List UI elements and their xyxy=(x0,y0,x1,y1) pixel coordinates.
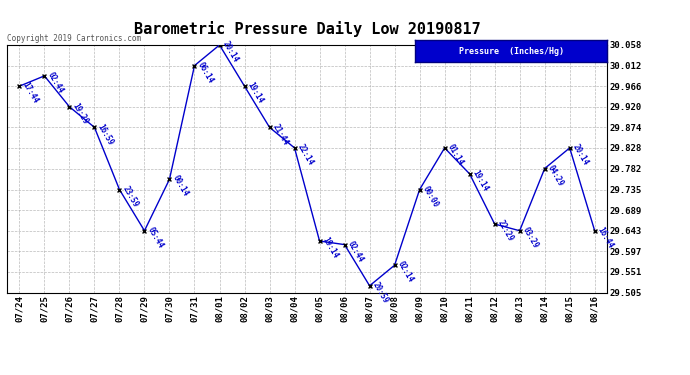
Text: 00:00: 00:00 xyxy=(421,184,440,209)
Text: 02:44: 02:44 xyxy=(46,70,65,95)
Point xyxy=(14,83,25,89)
Text: 23:59: 23:59 xyxy=(121,184,140,209)
Text: 04:29: 04:29 xyxy=(546,163,565,188)
Title: Barometric Pressure Daily Low 20190817: Barometric Pressure Daily Low 20190817 xyxy=(134,21,480,38)
Point xyxy=(414,186,425,192)
Point xyxy=(564,145,575,151)
Text: 02:44: 02:44 xyxy=(346,239,365,264)
Point xyxy=(189,63,200,69)
Text: 03:29: 03:29 xyxy=(521,225,540,250)
Text: 21:44: 21:44 xyxy=(270,122,290,147)
Text: 20:14: 20:14 xyxy=(221,40,240,64)
Point xyxy=(314,238,325,244)
Text: 16:59: 16:59 xyxy=(96,122,115,147)
Point xyxy=(89,124,100,130)
Text: Copyright 2019 Cartronics.com: Copyright 2019 Cartronics.com xyxy=(7,33,141,42)
Text: 19:29: 19:29 xyxy=(70,102,90,126)
Text: 02:14: 02:14 xyxy=(396,260,415,284)
Point xyxy=(514,228,525,234)
Point xyxy=(214,42,225,48)
Point xyxy=(389,262,400,268)
Point xyxy=(114,186,125,192)
Point xyxy=(439,145,450,151)
Point xyxy=(589,228,600,234)
Text: 06:14: 06:14 xyxy=(196,60,215,85)
Point xyxy=(339,242,350,248)
Text: 17:44: 17:44 xyxy=(21,81,40,105)
Point xyxy=(239,83,250,89)
Text: 22:14: 22:14 xyxy=(296,142,315,167)
Text: 20:59: 20:59 xyxy=(371,280,391,305)
Point xyxy=(364,283,375,289)
Point xyxy=(264,124,275,130)
Point xyxy=(539,165,550,171)
Text: 20:14: 20:14 xyxy=(571,142,591,167)
Text: 19:14: 19:14 xyxy=(471,169,491,193)
Text: 05:44: 05:44 xyxy=(146,225,165,250)
Point xyxy=(164,176,175,182)
Point xyxy=(289,145,300,151)
Point xyxy=(64,104,75,110)
Point xyxy=(464,171,475,177)
Text: 19:14: 19:14 xyxy=(246,81,265,105)
Point xyxy=(489,221,500,227)
Text: 00:14: 00:14 xyxy=(170,174,190,198)
Text: 01:14: 01:14 xyxy=(446,142,465,167)
Text: 19:14: 19:14 xyxy=(321,236,340,260)
Point xyxy=(139,228,150,234)
Point xyxy=(39,73,50,79)
Text: 22:29: 22:29 xyxy=(496,219,515,243)
Text: 16:44: 16:44 xyxy=(596,225,615,250)
